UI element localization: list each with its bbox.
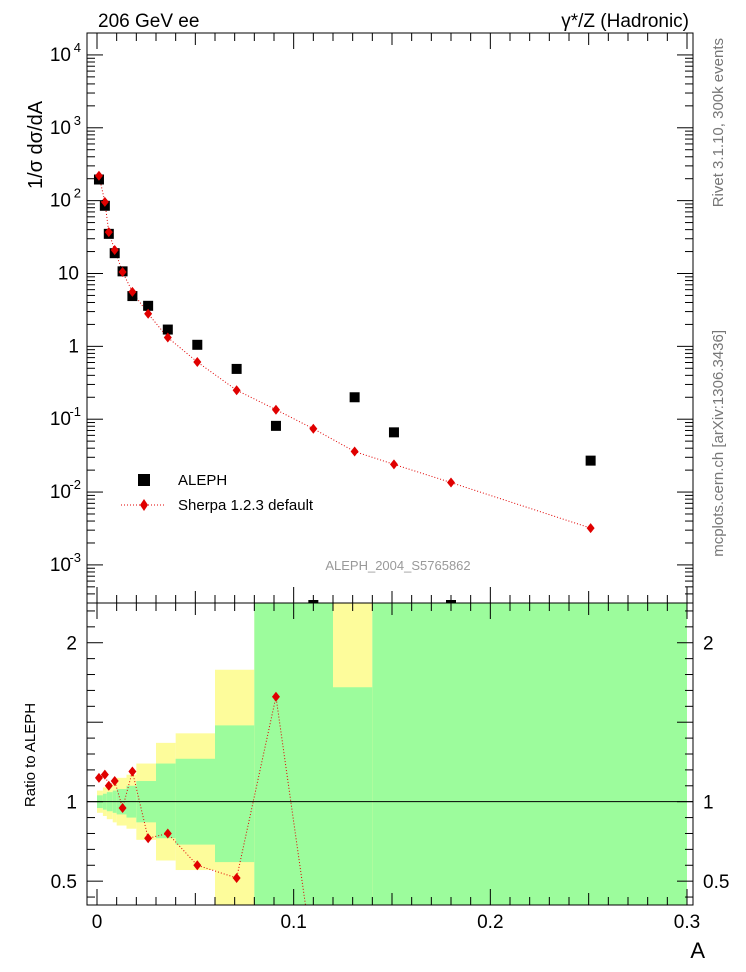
- ratio-y-ticks: 0.5 0.5 1 1 2 2: [51, 610, 729, 898]
- legend-sherpa-marker: [140, 499, 148, 511]
- ratio-y-tick-label: 1: [66, 793, 77, 814]
- ratio-bands: [97, 603, 687, 905]
- analysis-id: ALEPH_2004_S5765862: [325, 558, 470, 573]
- main-y-tick-exponent: 4: [74, 40, 81, 55]
- sherpa-point: [144, 308, 153, 319]
- legend-sherpa-label: Sherpa 1.2.3 default: [178, 497, 314, 514]
- x-axis-label: A: [690, 938, 705, 963]
- main-y-tick-label: 10: [50, 555, 71, 576]
- sherpa-point: [271, 404, 280, 415]
- aleph-point: [162, 324, 173, 335]
- ratio-marks: [94, 691, 306, 906]
- main-y-tick-exponent: -3: [69, 550, 81, 565]
- ratio-y-tick-label-right: 0.5: [703, 872, 729, 893]
- ratio-sherpa-point: [163, 828, 172, 839]
- sherpa-point: [163, 332, 172, 343]
- ratio-sherpa-point: [271, 691, 280, 702]
- x-tick-label: 0.3: [674, 912, 700, 933]
- sherpa-point: [586, 523, 595, 534]
- main-y-tick-label: 10: [50, 482, 71, 503]
- aleph-point: [231, 363, 242, 374]
- sherpa-point: [389, 459, 398, 470]
- main-y-tick-label: 10: [50, 409, 71, 430]
- stat-uncertainty-band: [254, 603, 333, 905]
- ratio-sherpa-point: [94, 772, 103, 783]
- legend-aleph-label: ALEPH: [178, 472, 227, 489]
- ratio-sherpa-point: [118, 803, 127, 814]
- legend-aleph-marker: [138, 474, 150, 486]
- main-frame: [86, 32, 694, 604]
- ratio-sherpa-point: [104, 780, 113, 791]
- main-y-axis-label: 1/σ dσ/dA: [25, 100, 47, 189]
- ratio-x-ticks: 0 0.1 0.2 0.3: [92, 603, 700, 933]
- main-y-tick-exponent: 2: [74, 186, 81, 201]
- stat-uncertainty-band: [215, 725, 255, 863]
- ratio-y-axis-label: Ratio to ALEPH: [22, 703, 39, 807]
- sherpa-point: [104, 227, 113, 238]
- ratio-y-tick-label: 2: [66, 634, 77, 655]
- legend: ALEPH Sherpa 1.2.3 default: [121, 472, 314, 514]
- ratio-sherpa-point: [128, 766, 137, 777]
- aleph-point: [349, 392, 360, 403]
- sherpa-point: [447, 477, 455, 488]
- ratio-panel: 0.5 0.5 1 1 2 2 0 0.1 0.2 0.3 Ratio to ALEPH A: [22, 602, 729, 963]
- process-label: γ*/Z (Hadronic): [561, 11, 689, 32]
- stat-uncertainty-band: [372, 603, 687, 905]
- ratio-sherpa-point: [193, 860, 202, 871]
- energy-label: 206 GeV ee: [98, 11, 199, 32]
- ratio-y-tick-label: 0.5: [51, 872, 77, 893]
- sherpa-point: [232, 385, 241, 396]
- ratio-sherpa-point: [110, 776, 119, 787]
- aleph-point: [388, 427, 399, 438]
- sherpa-line: [98, 175, 591, 529]
- sherpa-point: [118, 266, 127, 277]
- main-y-tick-label: 10: [50, 45, 71, 66]
- x-tick-label: 0.1: [280, 912, 306, 933]
- main-y-tick-label: 10: [50, 118, 71, 139]
- x-tick-label: 0.2: [477, 912, 503, 933]
- ratio-y-tick-label-right: 1: [703, 793, 714, 814]
- sherpa-point: [193, 356, 202, 367]
- stat-uncertainty-band: [333, 687, 373, 905]
- main-marks: [93, 170, 596, 610]
- sherpa-point: [128, 286, 137, 297]
- main-y-tick-exponent: 3: [74, 113, 81, 128]
- stat-uncertainty-band: [156, 763, 176, 839]
- ratio-sherpa-line: [98, 696, 306, 906]
- main-y-tick-label: 10: [58, 263, 79, 284]
- main-y-tick-label: 10: [50, 191, 71, 212]
- sherpa-point: [110, 245, 119, 256]
- rivet-label: Rivet 3.1.10, 300k events: [710, 38, 727, 207]
- ratio-sherpa-point: [232, 872, 241, 883]
- aleph-point: [270, 420, 281, 431]
- sherpa-point: [350, 446, 359, 457]
- aleph-point: [192, 339, 203, 350]
- main-y-tick-label: 1: [68, 336, 79, 357]
- ratio-y-tick-label-right: 2: [703, 634, 714, 655]
- main-y-tick-exponent: -1: [69, 404, 81, 419]
- ratio-sherpa-point: [100, 769, 109, 780]
- aleph-point: [585, 455, 596, 466]
- sherpa-point: [94, 170, 103, 181]
- sherpa-point: [100, 196, 109, 207]
- aleph-point: [143, 300, 154, 311]
- main-x-ticks: [96, 33, 688, 603]
- ratio-sherpa-point: [144, 833, 153, 844]
- mcplots-label: mcplots.cern.ch [arXiv:1306.3436]: [710, 330, 727, 557]
- sherpa-point: [309, 423, 318, 434]
- x-tick-label: 0: [92, 912, 103, 933]
- main-y-tick-exponent: -2: [69, 477, 81, 492]
